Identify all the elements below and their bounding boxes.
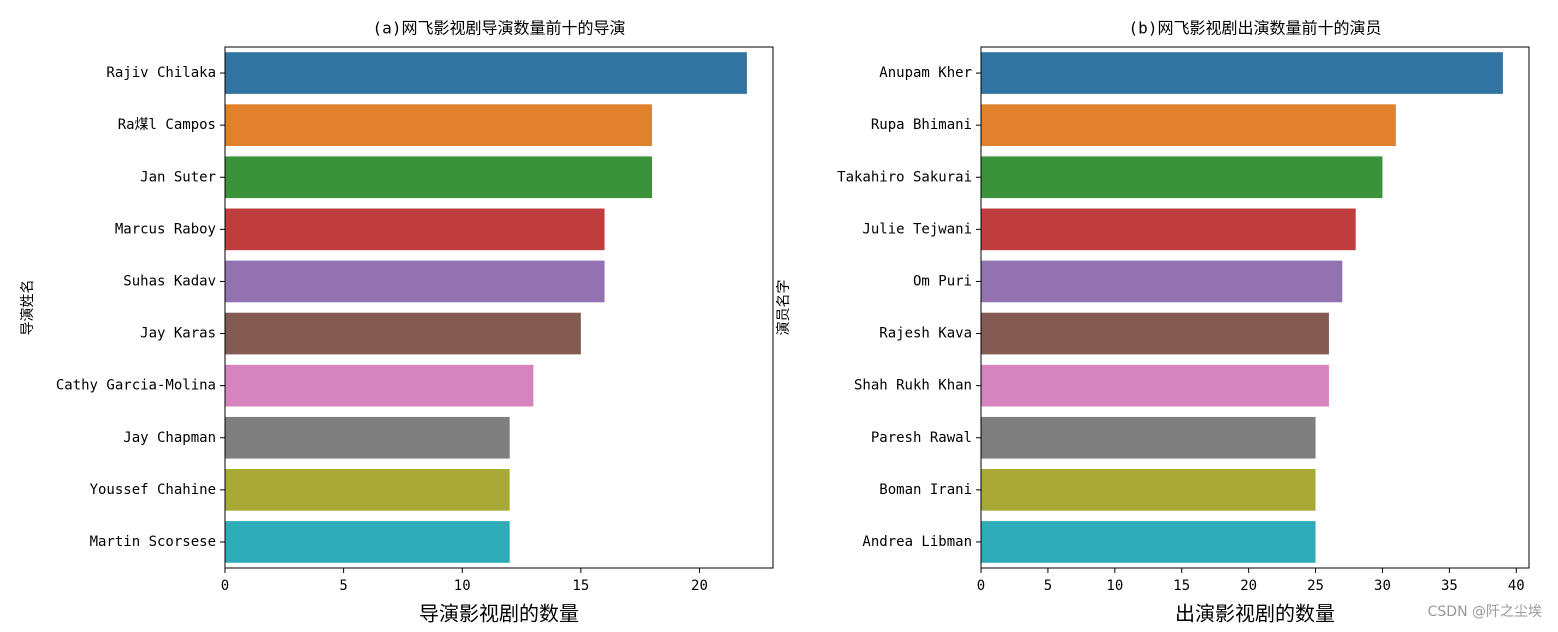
bar bbox=[225, 52, 747, 94]
bar bbox=[981, 469, 1316, 511]
bar bbox=[981, 312, 1329, 355]
x-axis-label: 出演影视剧的数量 bbox=[1175, 602, 1335, 626]
bar bbox=[981, 416, 1316, 459]
bar bbox=[225, 521, 510, 563]
x-tick-label: 15 bbox=[572, 578, 589, 594]
y-tick-label: Youssef Chahine bbox=[90, 482, 216, 498]
x-tick-label: 25 bbox=[1307, 578, 1324, 594]
y-tick-label: Om Puri bbox=[913, 273, 972, 289]
y-tick-label: Jay Chapman bbox=[123, 430, 216, 446]
bar bbox=[225, 260, 605, 303]
bar bbox=[225, 104, 653, 146]
x-tick-label: 0 bbox=[221, 578, 229, 594]
y-tick-label: Rupa Bhimani bbox=[871, 117, 972, 133]
x-tick-label: 15 bbox=[1173, 578, 1190, 594]
y-tick-label: Anupam Kher bbox=[879, 65, 972, 81]
x-tick-label: 20 bbox=[691, 578, 708, 594]
x-tick-label: 10 bbox=[454, 578, 471, 594]
x-tick-label: 40 bbox=[1508, 578, 1525, 594]
y-tick-label: Rajiv Chilaka bbox=[106, 65, 216, 81]
bar bbox=[981, 521, 1316, 563]
watermark: CSDN @阡之尘埃 bbox=[1428, 604, 1542, 620]
bar bbox=[981, 52, 1503, 94]
y-tick-label: Paresh Rawal bbox=[871, 430, 972, 446]
bar bbox=[225, 416, 510, 459]
y-tick-label: Takahiro Sakurai bbox=[837, 169, 972, 185]
y-axis-label: 导演姓名 bbox=[20, 280, 36, 336]
y-tick-label: Cathy Garcia-Molina bbox=[56, 378, 216, 394]
x-tick-label: 0 bbox=[977, 578, 985, 594]
x-axis-label: 导演影视剧的数量 bbox=[419, 602, 579, 626]
bar bbox=[225, 469, 510, 511]
x-tick-label: 5 bbox=[1044, 578, 1052, 594]
y-tick-label: Julie Tejwani bbox=[862, 221, 972, 237]
y-tick-label: Suhas Kadav bbox=[123, 273, 216, 289]
bar bbox=[981, 208, 1356, 251]
y-tick-label: Andrea Libman bbox=[862, 534, 972, 550]
bar bbox=[981, 364, 1329, 407]
y-tick-label: Marcus Raboy bbox=[115, 221, 216, 237]
axes-frame bbox=[224, 46, 774, 569]
x-tick-label: 10 bbox=[1106, 578, 1123, 594]
y-tick-label: Jay Karas bbox=[140, 326, 216, 342]
bar bbox=[225, 312, 581, 355]
y-tick-label: Rajesh Kava bbox=[879, 326, 972, 342]
bar bbox=[225, 208, 605, 251]
chart-title: (a)网飞影视剧导演数量前十的导演 bbox=[373, 19, 626, 38]
y-tick-label: Ra煤l Campos bbox=[118, 117, 216, 133]
x-tick-label: 35 bbox=[1441, 578, 1458, 594]
y-axis-label: 演员名字 bbox=[776, 280, 792, 336]
bar bbox=[981, 156, 1383, 199]
chart-title: (b)网飞影视剧出演数量前十的演员 bbox=[1129, 19, 1382, 38]
y-tick-label: Boman Irani bbox=[879, 482, 972, 498]
bar bbox=[981, 104, 1396, 146]
x-tick-label: 30 bbox=[1374, 578, 1391, 594]
axes-frame bbox=[980, 46, 1530, 569]
x-tick-label: 5 bbox=[339, 578, 347, 594]
bar bbox=[225, 156, 653, 199]
y-tick-label: Martin Scorsese bbox=[90, 534, 216, 550]
x-tick-label: 20 bbox=[1240, 578, 1257, 594]
bar bbox=[225, 364, 534, 407]
bar bbox=[981, 260, 1343, 303]
y-tick-label: Shah Rukh Khan bbox=[854, 378, 972, 394]
y-tick-label: Jan Suter bbox=[140, 169, 216, 185]
